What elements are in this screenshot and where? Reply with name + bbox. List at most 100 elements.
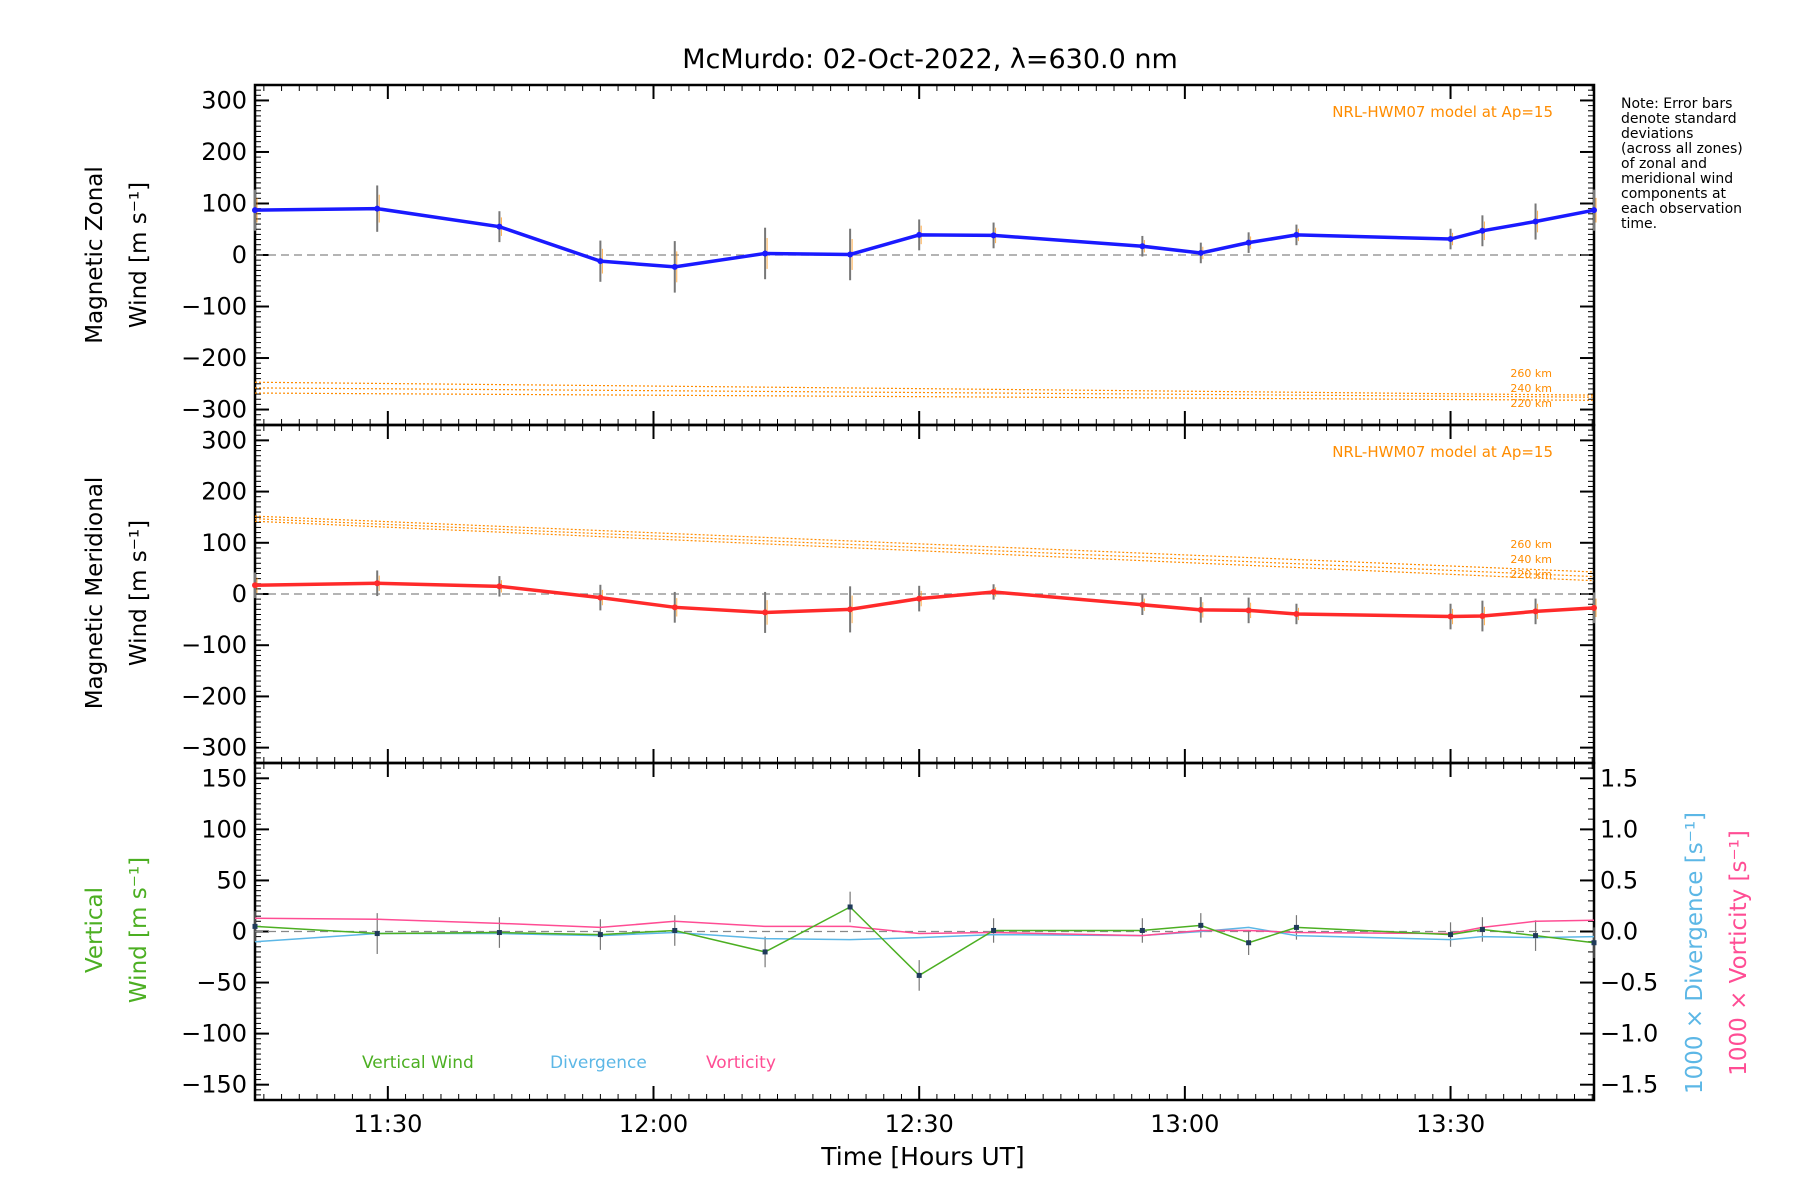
divergence-line [254, 926, 1595, 943]
zonal-model-line [254, 387, 1595, 398]
legend-divergence: Divergence [550, 1053, 647, 1073]
right-y-tick-label: 0.5 [1600, 866, 1638, 894]
meridional-data-point [496, 583, 503, 590]
meridional-data-point [1591, 604, 1597, 611]
meridional-model-line [254, 515, 1595, 573]
right-y-tick-label: −1.0 [1600, 1020, 1658, 1048]
zonal-ylabel-line2: Wind [m s⁻¹] [126, 182, 152, 328]
vertical-y-tick-label: 100 [201, 815, 247, 843]
vertical-wind-panel: Vertical Wind [m s⁻¹] 1000 × Divergence … [82, 761, 1752, 1138]
zonal-data-point [496, 223, 503, 230]
zonal-data-point [252, 207, 258, 214]
meridional-y-tick-label: 300 [201, 426, 247, 454]
note-line: of zonal and [1621, 156, 1707, 172]
meridional-model-label: NRL-HWM07 model at Ap=15 [1332, 443, 1553, 461]
right-y-tick-label: 0.0 [1600, 918, 1638, 946]
zonal-y-tick-label: 100 [201, 189, 247, 217]
note-line: deviations [1621, 126, 1693, 142]
vorticity-axis-label: 1000 × Vorticity [s⁻¹] [1726, 830, 1752, 1076]
zonal-data-point [671, 263, 678, 270]
chart-title: McMurdo: 02-Oct-2022, λ=630.0 nm [682, 44, 1178, 75]
meridional-data-point [1245, 607, 1252, 614]
meridional-data-point [1197, 606, 1204, 613]
meridional-y-tick-label: 0 [232, 580, 247, 608]
vertical-wind-point [1448, 932, 1454, 938]
meridional-y-tick-label: −100 [181, 631, 247, 659]
zonal-data-point [597, 258, 604, 265]
vertical-wind-point [1139, 927, 1145, 933]
zonal-data-point [1447, 236, 1454, 243]
vertical-ylabel-line1: Vertical [82, 887, 108, 973]
note-line: each observation [1621, 201, 1742, 217]
zonal-wind-panel: Magnetic Zonal Wind [m s⁻¹] NRL-HWM07 mo… [82, 83, 1597, 427]
meridional-y-tick-label: 100 [201, 529, 247, 557]
vertical-wind-point [847, 904, 853, 910]
zonal-y-tick-label: 0 [232, 241, 247, 269]
vertical-wind-point [1246, 940, 1252, 946]
meridional-model-line-label: 220 km [1510, 568, 1552, 581]
vertical-y-tick-label: 0 [232, 918, 247, 946]
divergence-axis-label: 1000 × Divergence [s⁻¹] [1682, 812, 1708, 1094]
vertical-wind-point [1533, 933, 1539, 939]
vertical-y-tick-label: −50 [196, 969, 247, 997]
meridional-model-line [254, 518, 1595, 578]
meridional-data-point [847, 606, 854, 613]
meridional-y-tick-label: −200 [181, 682, 247, 710]
zonal-model-label: NRL-HWM07 model at Ap=15 [1332, 103, 1553, 121]
x-tick-label: 12:00 [619, 1110, 688, 1138]
right-y-tick-label: 1.0 [1600, 815, 1638, 843]
zonal-data-point [916, 231, 923, 238]
meridional-data-point [597, 594, 604, 601]
zonal-model-line [254, 392, 1595, 401]
meridional-ylabel-line1: Magnetic Meridional [82, 477, 108, 710]
x-tick-label: 12:30 [885, 1110, 954, 1138]
zonal-y-tick-label: −300 [181, 396, 247, 424]
meridional-data-point [1139, 601, 1146, 608]
vertical-wind-point [374, 931, 380, 937]
meridional-data-point [1293, 610, 1300, 617]
legend-vertical-wind: Vertical Wind [362, 1053, 474, 1073]
zonal-data-point [1479, 227, 1486, 234]
vertical-wind-point [672, 927, 678, 933]
x-axis-label: Time [Hours UT] [820, 1142, 1024, 1171]
zonal-y-tick-label: −200 [181, 344, 247, 372]
meridional-wind-panel: Magnetic Meridional Wind [m s⁻¹] NRL-HWM… [82, 423, 1597, 765]
note-line: components at [1621, 186, 1727, 202]
meridional-y-tick-label: 200 [201, 478, 247, 506]
vertical-y-tick-label: −100 [181, 1020, 247, 1048]
note-line: (across all zones) [1621, 141, 1743, 157]
zonal-data-point [1245, 239, 1252, 246]
zonal-y-tick-label: 200 [201, 138, 247, 166]
zonal-data-point [1139, 243, 1146, 250]
vertical-wind-point [1591, 940, 1597, 946]
meridional-model-line-label: 260 km [1510, 538, 1552, 551]
x-tick-label: 13:00 [1150, 1110, 1219, 1138]
vertical-wind-point [1198, 922, 1204, 928]
zonal-data-point [1532, 218, 1539, 225]
vertical-wind-point [762, 949, 768, 955]
vertical-y-tick-label: 150 [201, 764, 247, 792]
vertical-wind-point [252, 923, 258, 929]
meridional-model-line [254, 520, 1595, 582]
meridional-ylabel-line2: Wind [m s⁻¹] [126, 520, 152, 666]
vertical-wind-point [1293, 924, 1299, 930]
vertical-wind-line [254, 906, 1595, 977]
vertical-ylabel-line2: Wind [m s⁻¹] [126, 857, 152, 1003]
note-block: Note: Error bars denote standard deviati… [1621, 96, 1743, 232]
zonal-y-tick-label: 300 [201, 86, 247, 114]
vertical-y-tick-label: 50 [216, 866, 247, 894]
vertical-wind-point [991, 927, 997, 933]
zonal-data-point [990, 232, 997, 239]
zonal-data-point [1293, 231, 1300, 238]
meridional-data-point [1532, 608, 1539, 615]
x-tick-label: 11:30 [353, 1110, 422, 1138]
note-line: meridional wind [1621, 171, 1733, 187]
meridional-y-tick-label: −300 [181, 734, 247, 762]
zonal-data-point [762, 250, 769, 257]
vertical-y-tick-label: −150 [181, 1071, 247, 1099]
meridional-wind-line [254, 581, 1595, 619]
meridional-data-point [990, 588, 997, 595]
vertical-wind-point [1479, 926, 1485, 932]
vertical-wind-point [496, 930, 502, 936]
